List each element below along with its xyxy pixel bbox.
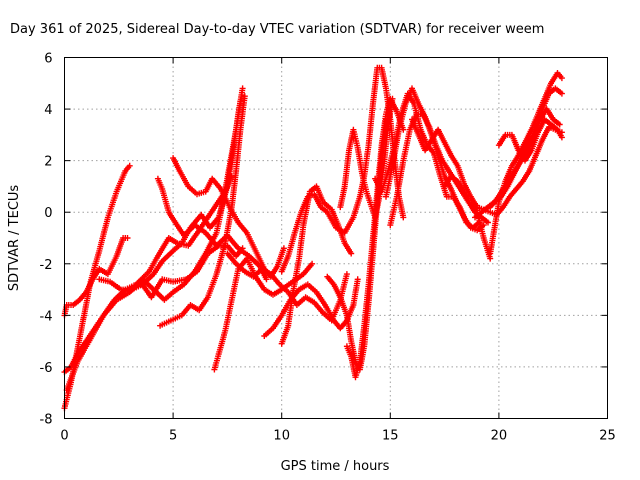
y-tick-label: 6	[44, 52, 52, 67]
series-point-markers	[128, 98, 244, 303]
data-series-trace-27	[487, 85, 565, 211]
series-point-markers	[487, 85, 565, 211]
x-tick-label: 10	[273, 429, 290, 444]
series-point-markers	[61, 235, 131, 319]
x-tick-label: 15	[382, 429, 399, 444]
series-point-markers	[278, 191, 363, 275]
data-series	[61, 64, 565, 412]
y-tick-label: -8	[40, 413, 53, 428]
plot-frame	[64, 57, 608, 419]
series-point-markers	[154, 175, 270, 283]
data-series-trace-23	[441, 124, 565, 218]
data-series-trace-2	[61, 235, 131, 319]
data-series-trace-14	[278, 191, 363, 275]
x-tick-label: 5	[169, 429, 177, 444]
y-tick-label: -6	[40, 361, 53, 376]
series-line	[489, 72, 563, 254]
x-tick-label: 20	[491, 429, 508, 444]
axis-ticks: 0 5 10 15 20 25 -8 -6 -4 -2 0 2 4 6	[40, 52, 616, 444]
y-tick-label: 0	[44, 206, 52, 221]
series-point-markers	[261, 276, 361, 339]
chart-title: Day 361 of 2025, Sidereal Day-to-day VTE…	[10, 22, 544, 37]
y-tick-label: 2	[44, 155, 52, 170]
y-tick-label: 4	[44, 103, 52, 118]
x-tick-label: 25	[599, 429, 616, 444]
data-series-trace-8	[154, 175, 270, 283]
data-series-trace-7	[157, 93, 248, 329]
y-axis-label: SDTVAR / TECUs	[7, 185, 22, 292]
y-tick-label: -4	[40, 309, 53, 324]
grid	[64, 57, 608, 419]
x-axis-label: GPS time / hours	[281, 459, 390, 474]
data-series-trace-17	[337, 95, 396, 221]
series-point-markers	[170, 155, 287, 280]
y-tick-label: -2	[40, 258, 53, 273]
data-series-trace-6	[128, 98, 244, 303]
x-tick-label: 0	[60, 429, 68, 444]
